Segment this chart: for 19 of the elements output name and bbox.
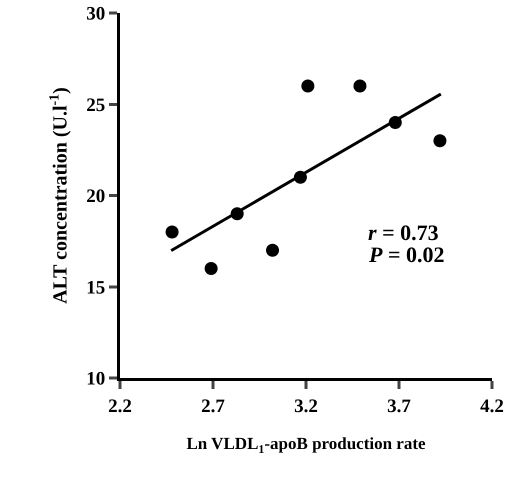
point (301, 80, 314, 92)
y-tick-label: 25 (86, 94, 106, 116)
x-tick-label: 2.7 (201, 396, 226, 417)
point (433, 134, 446, 148)
x-tick-label: 3.7 (387, 396, 412, 417)
y-tick-label: 15 (86, 277, 106, 298)
x-axis-title: Ln VLDL$_{1}$-apoB production rate (186, 434, 426, 456)
annotation: P = 0.02 (368, 242, 444, 267)
point (204, 262, 218, 275)
x-tick-label: 3.2 (294, 396, 318, 417)
point (353, 80, 366, 92)
y-tick-label: 30 (86, 4, 106, 25)
y-tick-label: 20 (86, 186, 106, 208)
annotation: r = 0.73 (368, 220, 439, 245)
y-tick-label: 10 (86, 368, 106, 390)
x-tick-label: 4.2 (480, 396, 504, 417)
point (266, 244, 280, 257)
x-tick-label: 2.2 (108, 396, 132, 417)
point (166, 226, 179, 238)
